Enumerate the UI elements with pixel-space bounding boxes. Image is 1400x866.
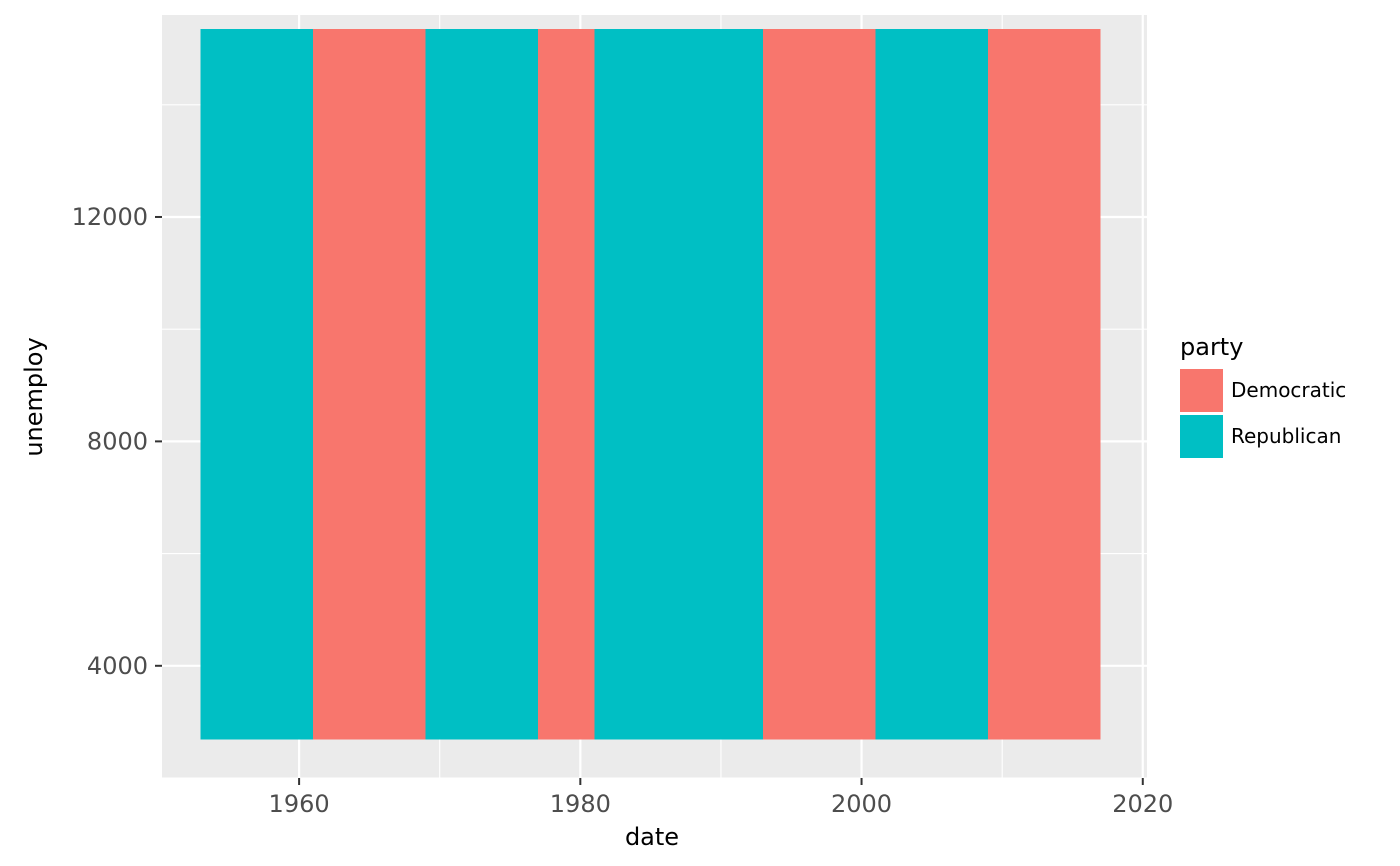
- party-rect-democratic: [313, 28, 426, 740]
- party-rect-republican: [875, 28, 989, 740]
- legend-title: party: [1180, 333, 1243, 361]
- y-axis-title: unemploy: [20, 337, 48, 456]
- x-axis-title: date: [625, 823, 679, 851]
- party-rectangles: [200, 28, 1101, 740]
- y-tick-label: 12000: [72, 203, 148, 231]
- party-rect-democratic: [988, 28, 1101, 740]
- y-tick-label: 8000: [87, 427, 148, 455]
- legend-label-democratic: Democratic: [1231, 378, 1346, 402]
- y-axis: 4000 8000 12000: [72, 203, 162, 680]
- legend-key-republican: [1180, 415, 1223, 458]
- party-rect-democratic: [763, 28, 876, 740]
- x-tick-label: 2020: [1112, 790, 1173, 818]
- legend-items: Democratic Republican: [1180, 369, 1346, 458]
- x-tick-label: 1960: [269, 790, 330, 818]
- y-tick-label: 4000: [87, 652, 148, 680]
- x-axis: 1960 1980 2000 2020: [269, 778, 1173, 818]
- party-rect-republican: [425, 28, 539, 740]
- party-rect-republican: [594, 28, 764, 740]
- party-rect-democratic: [538, 28, 595, 740]
- legend-key-democratic: [1180, 369, 1223, 412]
- x-tick-label: 2000: [831, 790, 892, 818]
- legend: party Democratic Republican: [1180, 333, 1346, 458]
- party-rect-republican: [200, 28, 314, 740]
- legend-label-republican: Republican: [1231, 424, 1341, 448]
- x-tick-label: 1980: [550, 790, 611, 818]
